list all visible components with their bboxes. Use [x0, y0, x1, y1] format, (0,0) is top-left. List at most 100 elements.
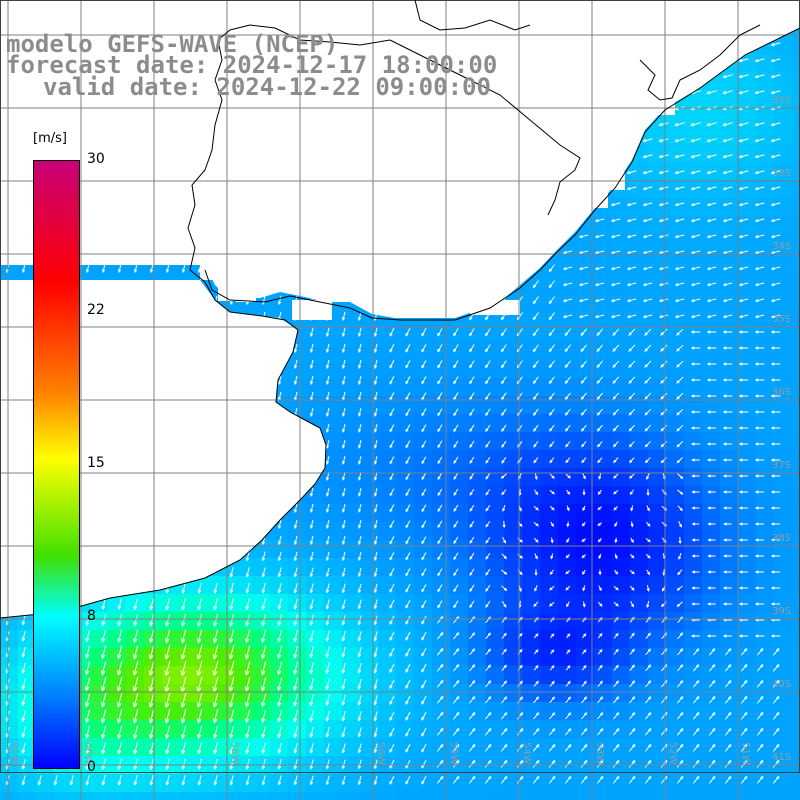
wind-arrow — [722, 378, 733, 382]
wind-arrow-shaft — [549, 344, 555, 352]
wind-arrow — [501, 376, 507, 385]
wind-arrow-shaft — [739, 266, 749, 270]
wind-cell — [342, 396, 361, 415]
wind-arrow — [453, 344, 459, 353]
wind-arrow — [754, 346, 765, 350]
wind-cell — [306, 540, 325, 559]
wind-cell — [702, 126, 721, 145]
wind-arrow — [501, 344, 507, 353]
wind-arrow-head — [660, 364, 664, 368]
wind-cell — [720, 108, 739, 127]
wind-arrow-head — [578, 266, 583, 271]
wind-arrow-shaft — [581, 376, 587, 384]
wind-arrow — [501, 392, 507, 401]
wind-arrow-shaft — [421, 376, 427, 384]
wind-arrow — [594, 234, 605, 239]
wind-arrow — [548, 344, 555, 353]
wind-arrow — [309, 311, 314, 322]
wind-cell — [360, 360, 379, 379]
wind-arrow — [658, 218, 669, 223]
wind-arrow — [578, 282, 589, 287]
wind-arrow — [548, 264, 555, 273]
wind-cell — [666, 792, 685, 800]
wind-cell — [648, 738, 667, 757]
wind-arrow — [341, 359, 346, 370]
wind-arrow — [738, 218, 749, 223]
wind-cell — [666, 288, 685, 307]
wind-cell — [306, 738, 325, 757]
wind-arrow-shaft — [580, 344, 588, 352]
wind-cell — [648, 432, 667, 451]
wind-arrow — [612, 392, 620, 400]
wind-cell — [594, 540, 613, 559]
wind-cell — [756, 666, 775, 685]
wind-arrow — [626, 250, 637, 255]
wind-cell — [666, 486, 685, 505]
wind-arrow — [564, 360, 571, 369]
wind-arrow — [738, 362, 749, 366]
wind-cell — [792, 702, 800, 721]
wind-cell — [288, 360, 307, 379]
wind-cell — [720, 558, 739, 577]
wind-arrow — [674, 202, 685, 207]
wind-cell — [504, 504, 523, 523]
wind-arrow-shaft — [278, 295, 282, 305]
wind-cell — [468, 486, 487, 505]
wind-arrow-head — [309, 317, 314, 322]
wind-arrow-shaft — [755, 122, 765, 126]
wind-arrow-shaft — [565, 392, 571, 400]
wind-arrow — [754, 218, 765, 223]
wind-arrow-head — [706, 346, 711, 350]
wind-cell — [468, 504, 487, 523]
wind-cell — [162, 612, 181, 631]
wind-cell — [198, 720, 217, 739]
wind-arrow-head — [469, 348, 473, 353]
wind-arrow-head — [770, 202, 775, 207]
wind-arrow — [453, 360, 459, 369]
wind-cell — [90, 792, 109, 800]
wind-cell — [702, 108, 721, 127]
wind-arrow-shaft — [549, 408, 555, 416]
wind-arrow-head — [117, 269, 122, 274]
wind-arrow-head — [325, 349, 330, 354]
wind-arrow — [676, 392, 684, 400]
wind-arrow — [770, 330, 781, 334]
wind-arrow — [754, 90, 765, 95]
wind-cell — [792, 252, 800, 271]
wind-arrow — [770, 170, 781, 175]
wind-cell — [738, 630, 757, 649]
wind-arrow-shaft — [595, 218, 605, 222]
wind-cell — [414, 684, 433, 703]
wind-arrow-head — [357, 413, 362, 418]
wind-cell — [666, 216, 685, 235]
wind-cell — [702, 90, 721, 109]
wind-arrow-shaft — [771, 234, 781, 238]
wind-arrow — [658, 266, 669, 271]
wind-cell — [378, 378, 397, 397]
wind-cell — [288, 396, 307, 415]
wind-arrow-head — [722, 170, 727, 175]
wind-cell — [540, 576, 559, 595]
wind-cell — [774, 504, 793, 523]
wind-cell — [306, 792, 325, 800]
wind-arrow-head — [690, 362, 695, 366]
wind-cell — [756, 54, 775, 73]
wind-arrow-shaft — [644, 392, 652, 400]
wind-cell — [108, 792, 127, 800]
wind-cell — [486, 522, 505, 541]
wind-cell — [288, 576, 307, 595]
wind-arrow — [564, 328, 572, 337]
wind-arrow-shaft — [611, 298, 621, 302]
wind-arrow-head — [357, 381, 362, 386]
wind-cell — [684, 198, 703, 217]
wind-cell — [198, 612, 217, 631]
wind-arrow-shaft — [533, 408, 539, 416]
wind-arrow-shaft — [707, 122, 717, 126]
wind-arrow-head — [770, 90, 775, 95]
wind-arrow-shaft — [22, 263, 26, 273]
wind-cell — [360, 342, 379, 361]
wind-arrow — [580, 392, 587, 400]
wind-cell — [756, 90, 775, 109]
wind-arrow-shaft — [437, 424, 443, 432]
wind-cell — [342, 432, 361, 451]
